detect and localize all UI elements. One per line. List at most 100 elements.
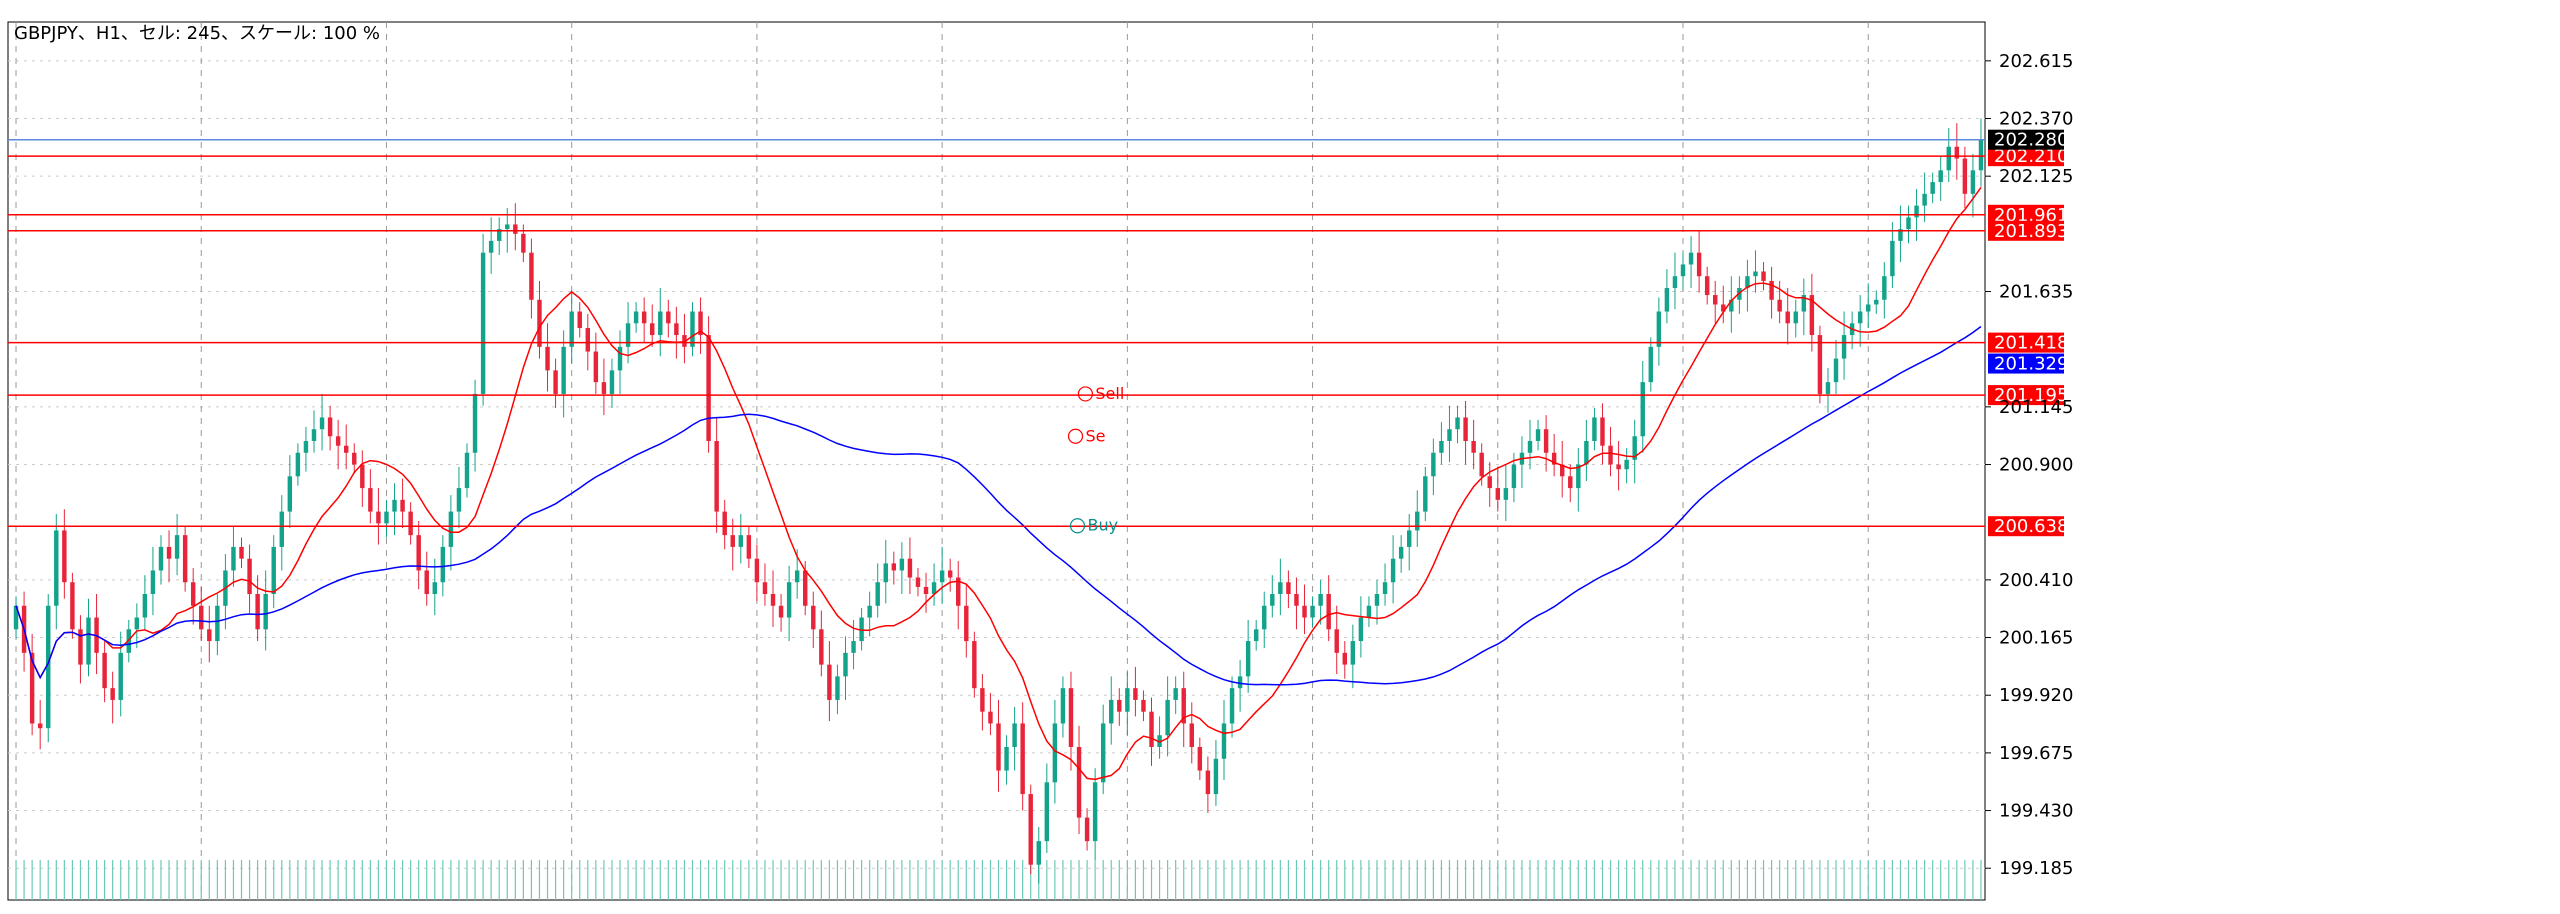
candles [13, 118, 1984, 884]
candle-body [1527, 440, 1533, 453]
candle-body [931, 582, 937, 594]
candle-body [1568, 476, 1573, 489]
candle-body [1262, 605, 1267, 630]
candle-body [1197, 746, 1203, 771]
candle-body [1704, 276, 1710, 296]
candle-body [1237, 676, 1243, 689]
candle-body [601, 382, 607, 394]
candle-body [416, 535, 421, 571]
candle-body [263, 593, 268, 630]
candle-body [786, 582, 792, 618]
candle-body [295, 452, 301, 477]
moving-averages [15, 186, 1982, 781]
candle-body [505, 224, 510, 230]
y-tick-label: 201.145 [1999, 397, 2073, 418]
candle-body [1423, 476, 1428, 512]
candle-body [1036, 841, 1041, 865]
candle-body [1004, 746, 1009, 771]
candle-body [1068, 688, 1074, 747]
candle-body [996, 723, 1001, 771]
candle-body [915, 577, 921, 587]
candle-body [1857, 311, 1863, 324]
ma-value-tag [1988, 353, 2064, 374]
candle-body [1463, 417, 1468, 441]
candle-body [1906, 217, 1911, 230]
candle-body [1825, 382, 1831, 394]
candle-body [1632, 436, 1637, 460]
level-tag [1988, 385, 2064, 406]
candle-body [1157, 735, 1162, 747]
candle-body [521, 233, 526, 253]
candle-body [1205, 770, 1211, 795]
candle-body [1769, 280, 1774, 300]
candle-body [537, 299, 542, 347]
volume-bars [15, 860, 1982, 900]
candle-body [1624, 459, 1629, 470]
y-tick-label: 202.615 [1999, 51, 2073, 72]
candle-body [1189, 723, 1194, 747]
candle-body [1898, 229, 1903, 241]
candle-body [408, 511, 413, 536]
current-price-label: 202.280 [1994, 130, 2068, 151]
candle-body [1753, 271, 1758, 277]
candle-body [1503, 488, 1509, 500]
grid [7, 21, 1986, 901]
candle-body [1439, 440, 1444, 453]
candle-body [1938, 170, 1943, 183]
candle-body [778, 605, 784, 618]
candle-body [1559, 464, 1565, 477]
candle-body [1431, 452, 1436, 477]
candle-body [593, 351, 599, 383]
candle-body [1817, 335, 1823, 394]
candle-body [1487, 476, 1492, 489]
candle-body [746, 535, 752, 559]
candle-body [1672, 276, 1678, 288]
candle-body [1543, 429, 1549, 453]
level-label: 201.893 [1994, 221, 2068, 242]
candle-body [1882, 276, 1887, 300]
candle-body [1978, 139, 1984, 171]
candle-body [730, 535, 735, 547]
candle-body [1962, 158, 1968, 194]
candle-body [641, 311, 647, 324]
y-tick-label: 199.675 [1999, 743, 2073, 764]
candle-body [1382, 582, 1388, 594]
candle-body [585, 328, 591, 352]
candle-body [496, 229, 502, 241]
signal-marker [1069, 518, 1086, 534]
y-tick-label: 201.635 [1999, 282, 2073, 303]
trade-signals: Sell Se Buy [1067, 384, 1124, 535]
candle-body [1890, 240, 1895, 277]
ma-fast-line [15, 186, 1982, 781]
price-axis: 202.615 202.370 202.125 201.635 201.145 200.9… [1985, 51, 2073, 879]
candle-body [279, 511, 284, 547]
candle-body [327, 417, 333, 437]
candle-body [988, 711, 993, 724]
candle-body [923, 586, 929, 594]
candle-body [1028, 794, 1033, 865]
candle-body [1479, 452, 1484, 477]
candle-body [392, 499, 397, 512]
candle-body [1688, 252, 1694, 265]
candle-body [674, 323, 679, 336]
candle-body [1245, 641, 1251, 677]
candle-body [199, 605, 204, 630]
candle-body [1914, 205, 1919, 218]
candle-body [319, 417, 325, 430]
candle-body [1640, 382, 1645, 437]
candle-body [352, 452, 357, 465]
candle-body [142, 593, 148, 618]
candle-body [1109, 699, 1114, 724]
candle-body [166, 546, 172, 559]
candle-body [529, 252, 534, 300]
candle-body [899, 558, 905, 571]
chart-title: GBPJPY、H1、セル: 245、スケール: 100 % [14, 23, 380, 44]
candle-body [1809, 295, 1815, 336]
candle-body [1946, 146, 1951, 171]
candle-body [118, 652, 123, 700]
candle-body [569, 311, 574, 347]
